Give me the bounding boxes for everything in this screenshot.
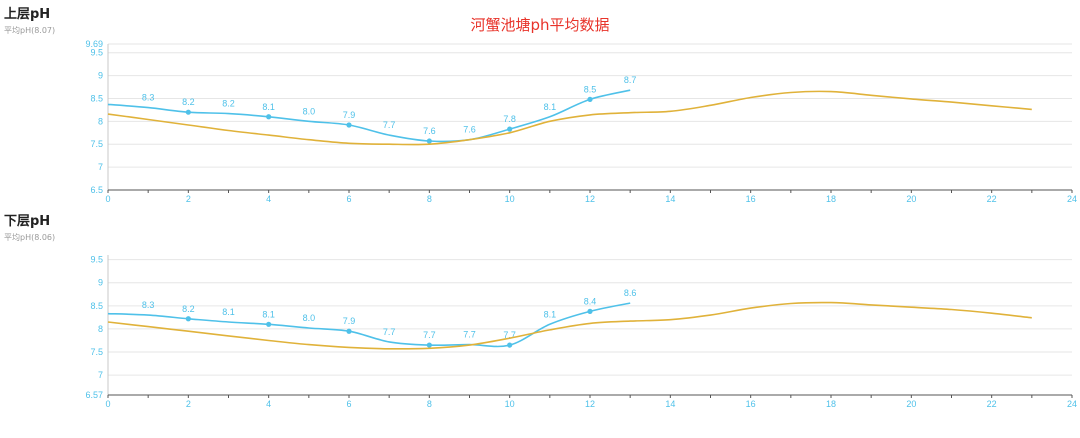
lower-x-tick-label: 16	[746, 399, 756, 409]
page-title: 河蟹池塘ph平均数据	[470, 16, 610, 34]
upper-x-tick-label: 22	[987, 194, 997, 204]
upper-series-0-data-label: 8.5	[584, 84, 597, 94]
lower-series-0-data-label: 8.2	[182, 304, 195, 314]
upper-x-tick-label: 20	[906, 194, 916, 204]
lower-series-0-data-label: 7.9	[343, 316, 356, 326]
lower-x-tick-label: 4	[266, 399, 271, 409]
lower-x-tick-label: 20	[906, 399, 916, 409]
upper-x-tick-label: 0	[105, 194, 110, 204]
upper-x-tick-label: 6	[346, 194, 351, 204]
upper-y-tick-label: 7	[98, 162, 103, 172]
lower-series-0-point	[185, 316, 191, 322]
lower-series-0-data-label: 8.1	[544, 309, 557, 319]
upper-x-tick-label: 4	[266, 194, 271, 204]
lower-series-0-data-label: 8.1	[222, 307, 235, 317]
lower-series-1-line	[107, 301, 1032, 350]
upper-ph-title: 上层pH	[4, 7, 51, 22]
lower-series-0-data-label: 8.6	[624, 288, 637, 298]
upper-series-0-point	[587, 96, 593, 102]
upper-x-tick-label: 2	[186, 194, 191, 204]
lower-x-tick-label: 14	[665, 399, 675, 409]
upper-series-0-data-label: 7.6	[423, 126, 436, 136]
upper-series-0-point	[185, 109, 191, 115]
upper-x-tick-label: 14	[665, 194, 675, 204]
lower-x-tick-label: 10	[505, 399, 515, 409]
lower-x-tick-label: 0	[105, 399, 110, 409]
upper-series-0-line	[107, 89, 631, 143]
upper-y-tick-label: 8	[98, 116, 103, 126]
upper-y-tick-label: 6.5	[90, 185, 103, 195]
upper-x-tick-label: 18	[826, 194, 836, 204]
upper-y-tick-label: 7.5	[90, 139, 103, 149]
upper-y-tick-label: 9.5	[90, 48, 103, 58]
upper-x-tick-label: 8	[427, 194, 432, 204]
lower-x-tick-label: 12	[585, 399, 595, 409]
upper-series-0-data-label: 8.0	[303, 106, 316, 116]
upper-series-0-data-label: 8.2	[222, 99, 235, 109]
lower-series-0-point	[346, 328, 352, 334]
upper-series-0-data-label: 8.1	[544, 102, 557, 112]
lower-series-0-point	[426, 342, 432, 348]
lower-y-tick-label: 7.5	[90, 347, 103, 357]
upper-x-tick-label: 10	[505, 194, 515, 204]
lower-series-0-data-label: 8.3	[142, 300, 155, 310]
upper-series-0-data-label: 7.6	[463, 125, 476, 135]
upper-series-0-data-label: 7.9	[343, 110, 356, 120]
lower-series-0-line	[107, 302, 631, 348]
upper-series-0-point	[507, 126, 513, 132]
lower-series-0-data-label: 8.4	[584, 296, 597, 306]
lower-series-0-data-label: 7.7	[423, 330, 436, 340]
lower-y-tick-label: 7	[98, 370, 103, 380]
upper-x-tick-label: 12	[585, 194, 595, 204]
upper-x-tick-label: 16	[746, 194, 756, 204]
lower-y-tick-label: 8	[98, 324, 103, 334]
upper-series-0-data-label: 8.1	[262, 102, 275, 112]
upper-y-tick-label: 9	[98, 71, 103, 81]
upper-series-1-line	[107, 90, 1032, 146]
lower-x-tick-label: 6	[346, 399, 351, 409]
upper-series-0-data-label: 8.2	[182, 97, 195, 107]
upper-series-0-point	[426, 138, 432, 144]
upper-y-tick-label: 8.5	[90, 93, 103, 103]
upper-series-0-data-label: 7.7	[383, 120, 396, 130]
upper-y-tick-label: 9.69	[85, 39, 103, 49]
lower-x-tick-label: 22	[987, 399, 997, 409]
lower-x-tick-label: 2	[186, 399, 191, 409]
lower-x-tick-label: 8	[427, 399, 432, 409]
lower-series-0-point	[266, 321, 272, 327]
lower-y-tick-label: 9.5	[90, 255, 103, 265]
upper-ph-chart: 6.577.588.599.59.690 2 4 6 8 10 12 14 16 18 20 22 24…	[85, 39, 1077, 204]
lower-series-0-point	[587, 308, 593, 314]
lower-ph-title: 下层pH	[4, 214, 51, 229]
lower-series-0-point	[507, 342, 513, 348]
lower-ph-average: 平均pH(8.06)	[4, 233, 56, 242]
lower-series-0-data-label: 7.7	[503, 330, 516, 340]
lower-y-tick-label: 9	[98, 278, 103, 288]
upper-series-0-data-label: 8.3	[142, 93, 155, 103]
lower-series-0-data-label: 8.0	[303, 313, 316, 323]
upper-series-0-point	[346, 122, 352, 128]
lower-x-tick-label: 18	[826, 399, 836, 409]
upper-ph-average: 平均pH(8.07)	[4, 26, 56, 35]
lower-y-tick-label: 6.57	[85, 390, 103, 400]
lower-series-0-data-label: 8.1	[262, 309, 275, 319]
lower-x-tick-label: 24	[1067, 399, 1077, 409]
upper-series-0-data-label: 8.7	[624, 75, 637, 85]
upper-x-tick-label: 24	[1067, 194, 1077, 204]
lower-y-tick-label: 8.5	[90, 301, 103, 311]
lower-series-0-data-label: 7.7	[463, 330, 476, 340]
lower-series-0-data-label: 7.7	[383, 327, 396, 337]
upper-series-0-point	[266, 114, 272, 120]
upper-series-0-data-label: 7.8	[503, 114, 516, 124]
